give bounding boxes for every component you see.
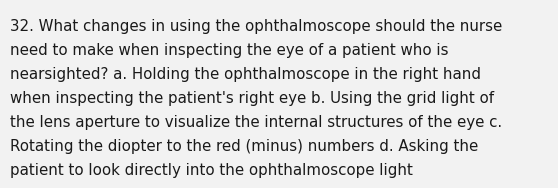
Text: patient to look directly into the ophthalmoscope light: patient to look directly into the ophtha… [10, 163, 413, 178]
Text: the lens aperture to visualize the internal structures of the eye c.: the lens aperture to visualize the inter… [10, 115, 502, 130]
Text: Rotating the diopter to the red (minus) numbers d. Asking the: Rotating the diopter to the red (minus) … [10, 139, 478, 154]
Text: need to make when inspecting the eye of a patient who is: need to make when inspecting the eye of … [10, 43, 449, 58]
Text: when inspecting the patient's right eye b. Using the grid light of: when inspecting the patient's right eye … [10, 91, 494, 106]
Text: 32. What changes in using the ophthalmoscope should the nurse: 32. What changes in using the ophthalmos… [10, 19, 502, 34]
Text: nearsighted? a. Holding the ophthalmoscope in the right hand: nearsighted? a. Holding the ophthalmosco… [10, 67, 481, 82]
